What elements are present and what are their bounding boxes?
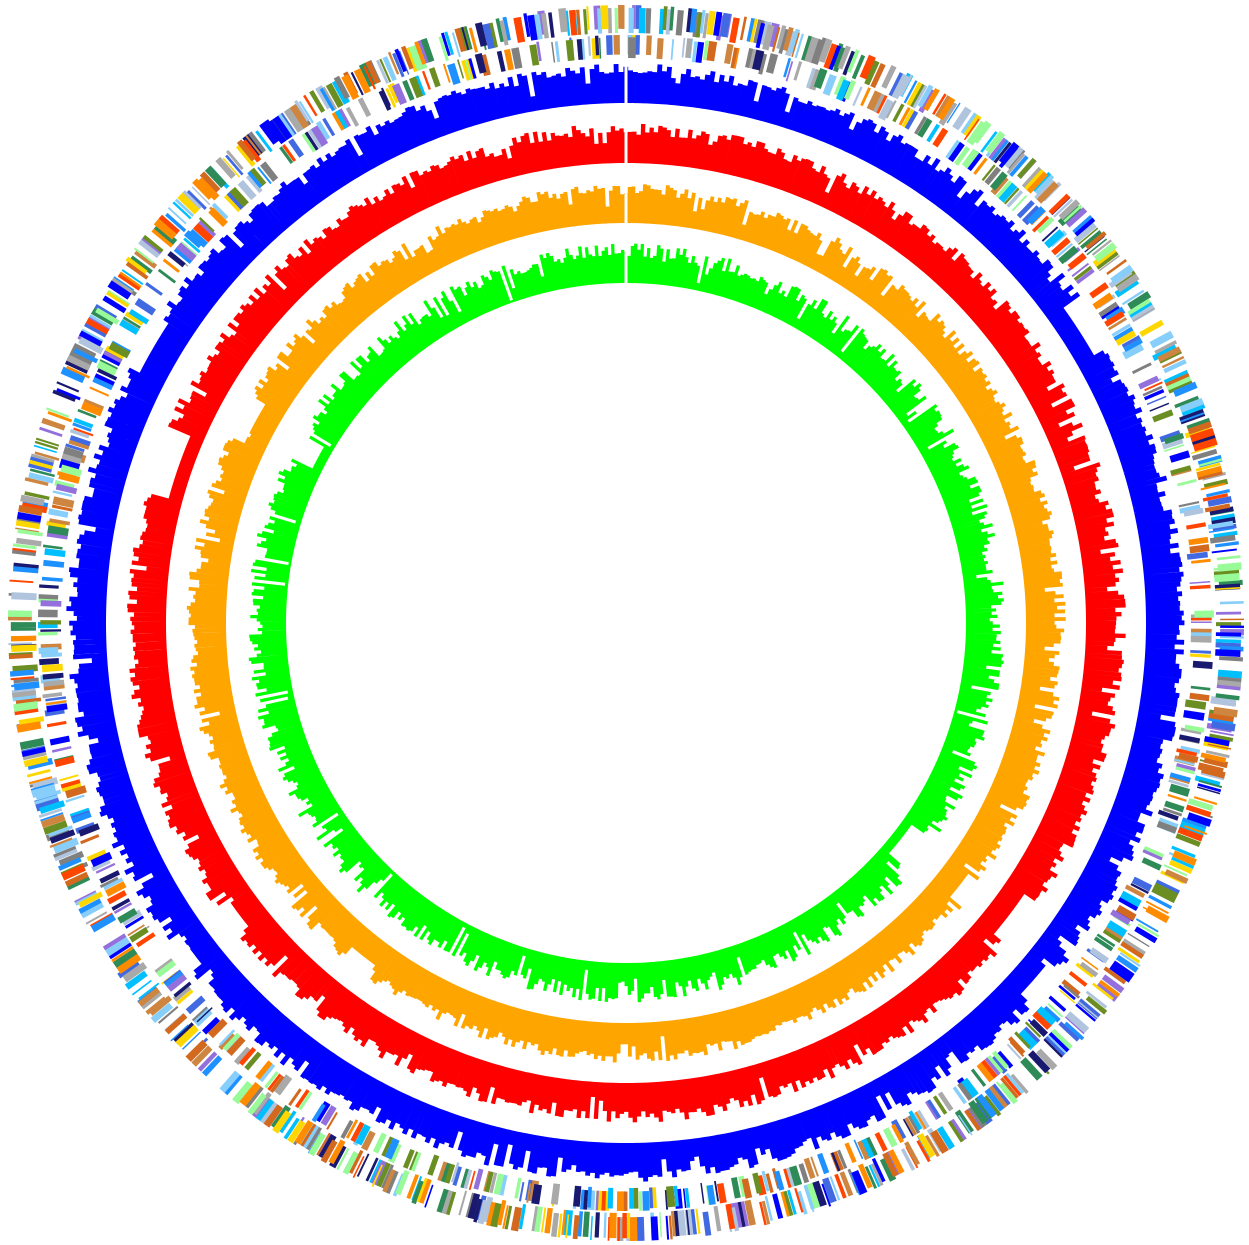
- green-coverage-track: [248, 243, 1004, 1003]
- origin-gap: [624, 3, 628, 343]
- green-coverage-bars: [248, 243, 1004, 1003]
